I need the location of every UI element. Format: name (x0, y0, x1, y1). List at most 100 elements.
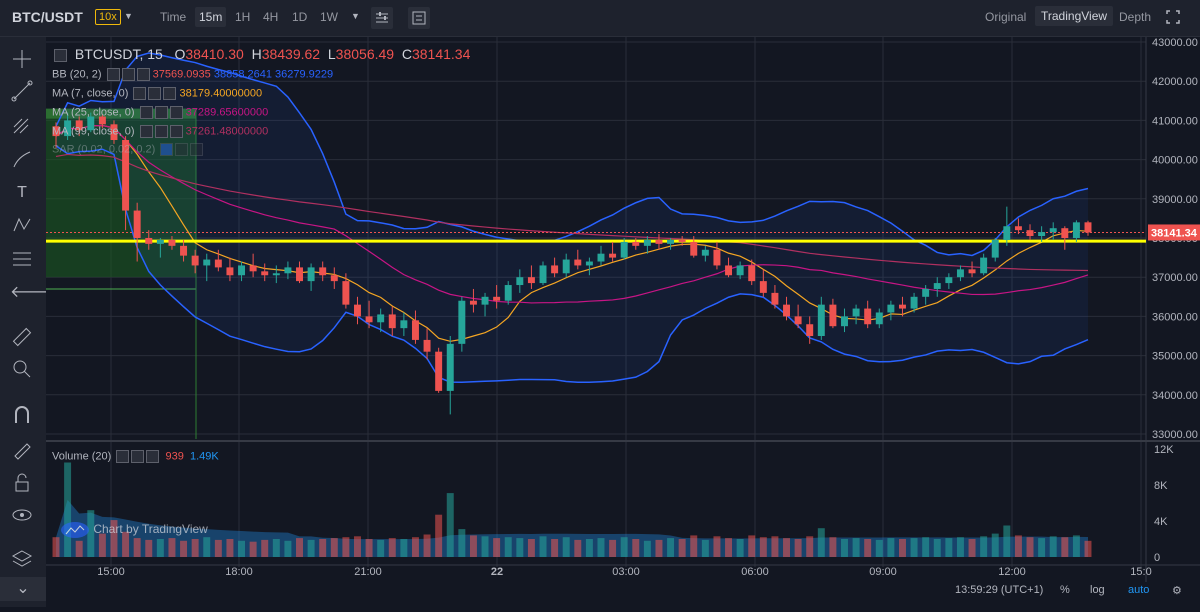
arrow-left-icon[interactable]: 🡐 (10, 284, 53, 301)
legend-volume: Volume (20) 939 1.49K (52, 450, 219, 463)
close-icon[interactable] (169, 125, 183, 138)
volume-bar (122, 531, 130, 557)
eye-icon[interactable] (139, 106, 153, 119)
close-icon[interactable] (136, 68, 150, 81)
volume-bar (771, 536, 779, 557)
crosshair-icon[interactable] (10, 47, 34, 71)
tab-time[interactable]: Time (160, 10, 187, 24)
ma99-line (55, 153, 1089, 272)
eye-icon[interactable] (116, 450, 130, 463)
legend-sar: SAR (0.02, 0.02, 0.2) (52, 143, 204, 156)
top-toolbar: BTC/USDT 10x ▼ Time 15m 1H 4H 1D 1W ▼ Or… (0, 0, 1200, 37)
candle-body (887, 304, 895, 313)
text-icon[interactable]: T (17, 184, 27, 201)
close-icon[interactable] (146, 450, 160, 463)
candle-body (1003, 226, 1011, 240)
candle-body (852, 308, 860, 317)
eye-icon[interactable] (106, 68, 120, 81)
fullscreen-icon[interactable] (1165, 9, 1181, 30)
gear-icon[interactable] (121, 68, 135, 81)
volume-bar (458, 529, 466, 557)
pitchfork-icon[interactable] (10, 113, 34, 137)
candle-body (272, 273, 280, 276)
volume-bar (620, 537, 628, 557)
gear-icon[interactable] (175, 143, 189, 156)
gear-icon[interactable] (154, 106, 168, 119)
log-toggle[interactable]: log (1090, 584, 1105, 596)
magnet-icon[interactable] (10, 403, 34, 427)
volume-bar (527, 539, 535, 557)
gear-icon[interactable] (154, 125, 168, 138)
close-icon[interactable] (169, 106, 183, 119)
eye-icon[interactable] (160, 143, 174, 156)
candle-body (667, 239, 675, 244)
time-tick-label: 18:00 (225, 566, 253, 578)
volume-tick-label: 12K (1154, 444, 1174, 456)
gear-icon[interactable]: ⚙ (1172, 585, 1182, 597)
volume-bar (261, 539, 269, 557)
chevron-down-icon[interactable]: ▼ (124, 11, 133, 21)
candle-body (75, 120, 83, 131)
chevron-down-icon[interactable]: ⌄ (0, 577, 46, 601)
chart-svg[interactable]: 43000.00 42000.00 41000.00 40000.00 39000.00… (46, 37, 1200, 607)
candle-body (620, 241, 628, 258)
volume-bar (585, 539, 593, 557)
volume-tick-label: 0 (1154, 552, 1160, 564)
legend-ma25: MA (25, close, 0) 37289.65600000 (52, 106, 269, 119)
brush-icon[interactable] (10, 147, 34, 171)
time-tick-label: 12:00 (998, 566, 1026, 578)
candle-body (1049, 228, 1057, 233)
settings-list-icon[interactable] (408, 7, 430, 29)
candle-body (469, 300, 477, 305)
zoom-icon[interactable] (10, 357, 34, 381)
fib-icon[interactable] (10, 247, 34, 271)
time-tick-label: 03:00 (612, 566, 640, 578)
eye-icon[interactable] (10, 503, 34, 527)
view-tradingview[interactable]: TradingView (1035, 6, 1114, 26)
ruler-icon[interactable] (10, 325, 34, 349)
tab-1d[interactable]: 1D (292, 10, 308, 24)
gear-icon[interactable] (131, 450, 145, 463)
legend-toggle-icon[interactable] (54, 48, 67, 62)
price-tick-label: 42000.00 (1152, 76, 1198, 88)
auto-toggle[interactable]: auto (1128, 584, 1150, 596)
ma25-line (55, 124, 1089, 304)
lock-icon[interactable] (10, 471, 34, 495)
volume-bar (690, 535, 698, 557)
volume-bar (841, 539, 848, 557)
gear-icon[interactable] (148, 87, 162, 100)
indicators-icon[interactable] (371, 7, 393, 29)
volume-bar (203, 537, 211, 557)
percent-toggle[interactable]: % (1060, 584, 1070, 596)
candle-body (1014, 226, 1022, 231)
volume-bar (922, 537, 930, 557)
volume-bar (968, 539, 976, 557)
eye-icon[interactable] (133, 87, 147, 100)
layers-icon[interactable] (10, 547, 34, 571)
eye-icon[interactable] (139, 125, 153, 138)
position-target-bar (46, 108, 196, 119)
volume-bar (226, 539, 234, 557)
candle-body (783, 304, 790, 317)
tab-1h[interactable]: 1H (235, 10, 251, 24)
candle-body (156, 239, 164, 244)
view-depth[interactable]: Depth (1119, 10, 1152, 24)
close-icon[interactable] (163, 87, 177, 100)
price-tick-label: 36000.00 (1152, 311, 1198, 323)
candle-body (609, 253, 617, 258)
chevron-down-icon[interactable]: ▼ (351, 11, 360, 21)
symbol-label[interactable]: BTC/USDT (12, 9, 83, 25)
pattern-icon[interactable] (10, 213, 34, 237)
volume-bar (342, 537, 350, 557)
tab-15m[interactable]: 15m (195, 7, 227, 27)
lock-drawing-icon[interactable] (10, 437, 34, 461)
volume-bar (75, 540, 83, 557)
volume-bar (910, 538, 918, 557)
trendline-icon[interactable] (10, 79, 34, 103)
tab-4h[interactable]: 4H (263, 10, 279, 24)
volume-bar (887, 538, 895, 557)
tab-1w[interactable]: 1W (320, 10, 338, 24)
view-original[interactable]: Original (985, 10, 1027, 24)
close-icon[interactable] (190, 143, 204, 156)
chart-area[interactable]: 43000.00 42000.00 41000.00 40000.00 39000.00… (46, 37, 1200, 607)
